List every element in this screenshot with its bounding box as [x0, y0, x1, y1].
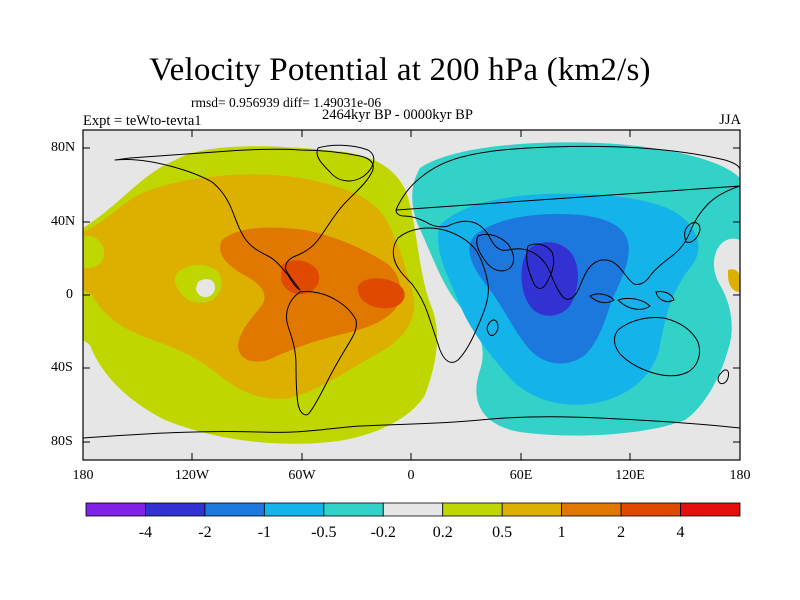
stats-text: rmsd= 0.956939 diff= 1.49031e-06	[191, 95, 382, 110]
coast-north-america	[114, 148, 374, 291]
colorbar-swatch	[85, 502, 146, 517]
colorbar-swatch	[620, 502, 681, 517]
colorbar-label: 0.2	[432, 524, 453, 541]
lat-label-80s: 80S	[51, 434, 73, 449]
region-atlantic-max	[357, 278, 405, 309]
colorbar	[85, 502, 741, 517]
map-title: Velocity Potential at 200 hPa (km2/s)	[149, 52, 651, 88]
colorbar-swatch	[442, 502, 503, 517]
coast-antarctica	[83, 416, 740, 439]
coast-madagascar	[486, 319, 499, 336]
coastlines	[83, 144, 740, 439]
colorbar-swatch	[204, 502, 265, 517]
lon-label-60w: 60W	[288, 468, 316, 483]
coast-japan	[684, 222, 701, 243]
colorbar-swatch	[561, 502, 622, 517]
region-caribbean-max	[281, 260, 320, 295]
coast-australia	[613, 317, 701, 377]
lat-label-40n: 40N	[51, 214, 76, 229]
colorbar-swatch	[323, 502, 384, 517]
contour-layer	[83, 142, 740, 444]
colorbar-label: 1	[557, 524, 566, 541]
period-text: 2464kyr BP - 0000kyr BP	[322, 107, 473, 123]
colorbar-swatch	[680, 502, 741, 517]
coast-greenland	[316, 144, 375, 182]
colorbar-label: -0.5	[311, 524, 337, 541]
coast-africa	[392, 227, 489, 363]
coast-south-america	[286, 291, 357, 416]
region-caribbean-core	[220, 227, 401, 362]
lon-label-180e: 180	[729, 468, 751, 483]
colorbar-label: 4	[676, 524, 685, 541]
colorbar-label: -0.2	[370, 524, 396, 541]
coast-eurasia	[395, 145, 740, 300]
coast-arabia	[476, 233, 515, 272]
lon-label-0: 0	[407, 468, 415, 483]
region-east-pacific-positive	[727, 269, 740, 292]
lon-label-180w: 180	[72, 468, 94, 483]
experiment-text: Expt = teWto-tevta1	[83, 113, 202, 129]
colorbar-label: 0.5	[492, 524, 513, 541]
lon-label-120e: 120E	[615, 468, 645, 483]
colorbar-swatch	[501, 502, 563, 517]
lat-label-0: 0	[66, 287, 73, 302]
region-indian-ocean-min	[521, 242, 578, 316]
colorbar-swatch	[145, 502, 206, 517]
region-pacific-null-patch	[196, 279, 216, 298]
coast-new-zealand	[717, 369, 729, 385]
colorbar-swatch	[263, 502, 325, 517]
region-west-pacific-small	[83, 235, 105, 268]
ticks	[83, 130, 740, 460]
colorbar-label: -4	[138, 524, 153, 541]
colorbar-label: 2	[617, 524, 626, 541]
colorbar-label: -1	[257, 524, 272, 541]
colorbar-swatch	[382, 502, 444, 517]
region-western-hemisphere-positive	[83, 174, 415, 399]
lon-label-120w: 120W	[174, 468, 210, 483]
coast-india	[526, 243, 555, 289]
colorbar-label: -2	[198, 524, 212, 541]
lat-label-80n: 80N	[51, 140, 76, 155]
lon-label-60e: 60E	[509, 468, 533, 483]
lat-label-40s: 40S	[51, 360, 73, 375]
season-text: JJA	[719, 112, 741, 128]
coast-maritime-continent	[589, 291, 675, 310]
